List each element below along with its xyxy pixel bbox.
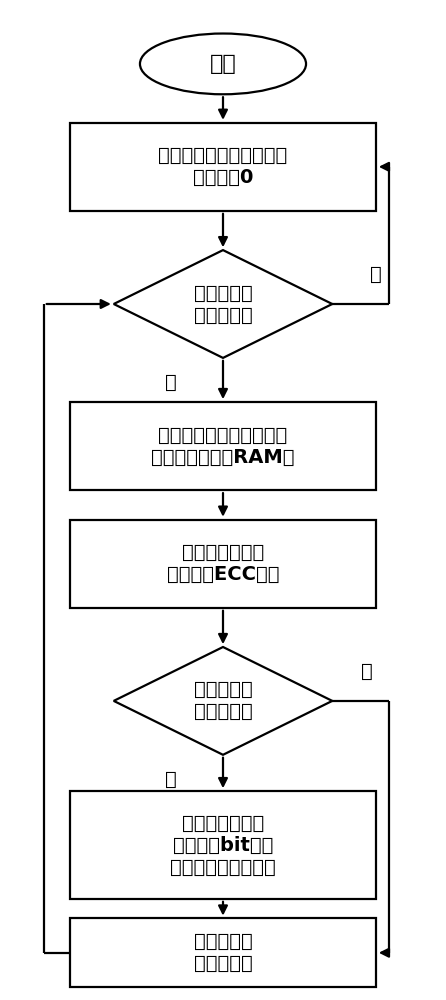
Text: 开始抗单粒子纠错刷新，
帧地址赋0: 开始抗单粒子纠错刷新， 帧地址赋0 — [158, 146, 288, 187]
Text: 否: 否 — [361, 662, 373, 681]
Text: 开始: 开始 — [210, 54, 236, 74]
Polygon shape — [114, 250, 332, 358]
Ellipse shape — [140, 34, 306, 94]
Text: 从当前帧地址读取一帧数
据，缓存到内部RAM中: 从当前帧地址读取一帧数 据，缓存到内部RAM中 — [151, 426, 295, 467]
Bar — [70, 918, 376, 987]
Text: 帧地址改变
为下个地址: 帧地址改变 为下个地址 — [194, 932, 252, 973]
Text: 帧同步信号拉高
后，解析ECC结果: 帧同步信号拉高 后，解析ECC结果 — [167, 543, 279, 584]
Bar — [70, 402, 376, 490]
Text: 否: 否 — [165, 373, 177, 392]
Polygon shape — [114, 647, 332, 755]
Bar — [70, 791, 376, 899]
Bar — [70, 520, 376, 608]
Text: 数据帧是否
发生错误？: 数据帧是否 发生错误？ — [194, 680, 252, 721]
Text: 是: 是 — [370, 265, 382, 284]
Text: 纠正缓存数据帧
中翻转的bit位，
写入到对应地址帧中: 纠正缓存数据帧 中翻转的bit位， 写入到对应地址帧中 — [170, 813, 276, 876]
Bar — [70, 123, 376, 211]
Text: 帧地址是否
超出范围？: 帧地址是否 超出范围？ — [194, 284, 252, 324]
Text: 是: 是 — [165, 770, 177, 789]
